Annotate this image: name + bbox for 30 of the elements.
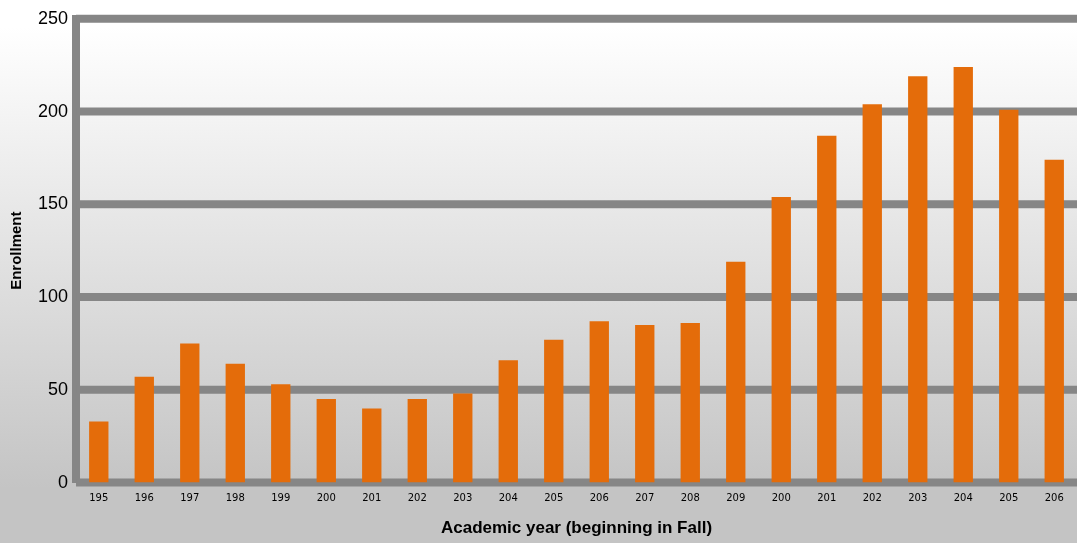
- x-tick-label: 201: [817, 492, 837, 504]
- x-tick-label: 205: [544, 492, 564, 504]
- x-tick-label: 206: [589, 492, 609, 504]
- y-tick-label: 150: [37, 193, 69, 214]
- x-tick-label: 209: [726, 492, 746, 504]
- x-tick-label: 200: [771, 492, 791, 504]
- x-tick-label: 203: [453, 492, 473, 504]
- x-tick-label: 204: [498, 492, 518, 504]
- x-tick-label: 203: [908, 492, 928, 504]
- x-tick-label: 207: [635, 492, 655, 504]
- x-tick-label: 208: [680, 492, 700, 504]
- x-tick-label: 200: [316, 492, 336, 504]
- x-tick-label: 202: [407, 492, 427, 504]
- y-tick-label: 200: [37, 100, 69, 121]
- x-tick-label: 202: [862, 492, 882, 504]
- x-tick-label: 196: [134, 492, 154, 504]
- x-tick-label: 201: [362, 492, 382, 504]
- x-tick-label: 198: [225, 492, 245, 504]
- y-tick-label: 0: [58, 471, 69, 492]
- y-tick-label: 50: [48, 378, 69, 399]
- x-axis-title: Academic year (beginning in Fall): [440, 518, 713, 538]
- x-tick-label: 195: [89, 492, 109, 504]
- x-tick-label: 206: [1044, 492, 1064, 504]
- x-tick-label: 205: [999, 492, 1019, 504]
- x-tick-label: 199: [271, 492, 291, 504]
- x-tick-label: 204: [953, 492, 973, 504]
- y-axis-title: Enrollment: [7, 211, 25, 290]
- x-tick-label: 197: [180, 492, 200, 504]
- y-tick-label: 250: [37, 7, 69, 28]
- y-tick-label: 100: [37, 286, 69, 307]
